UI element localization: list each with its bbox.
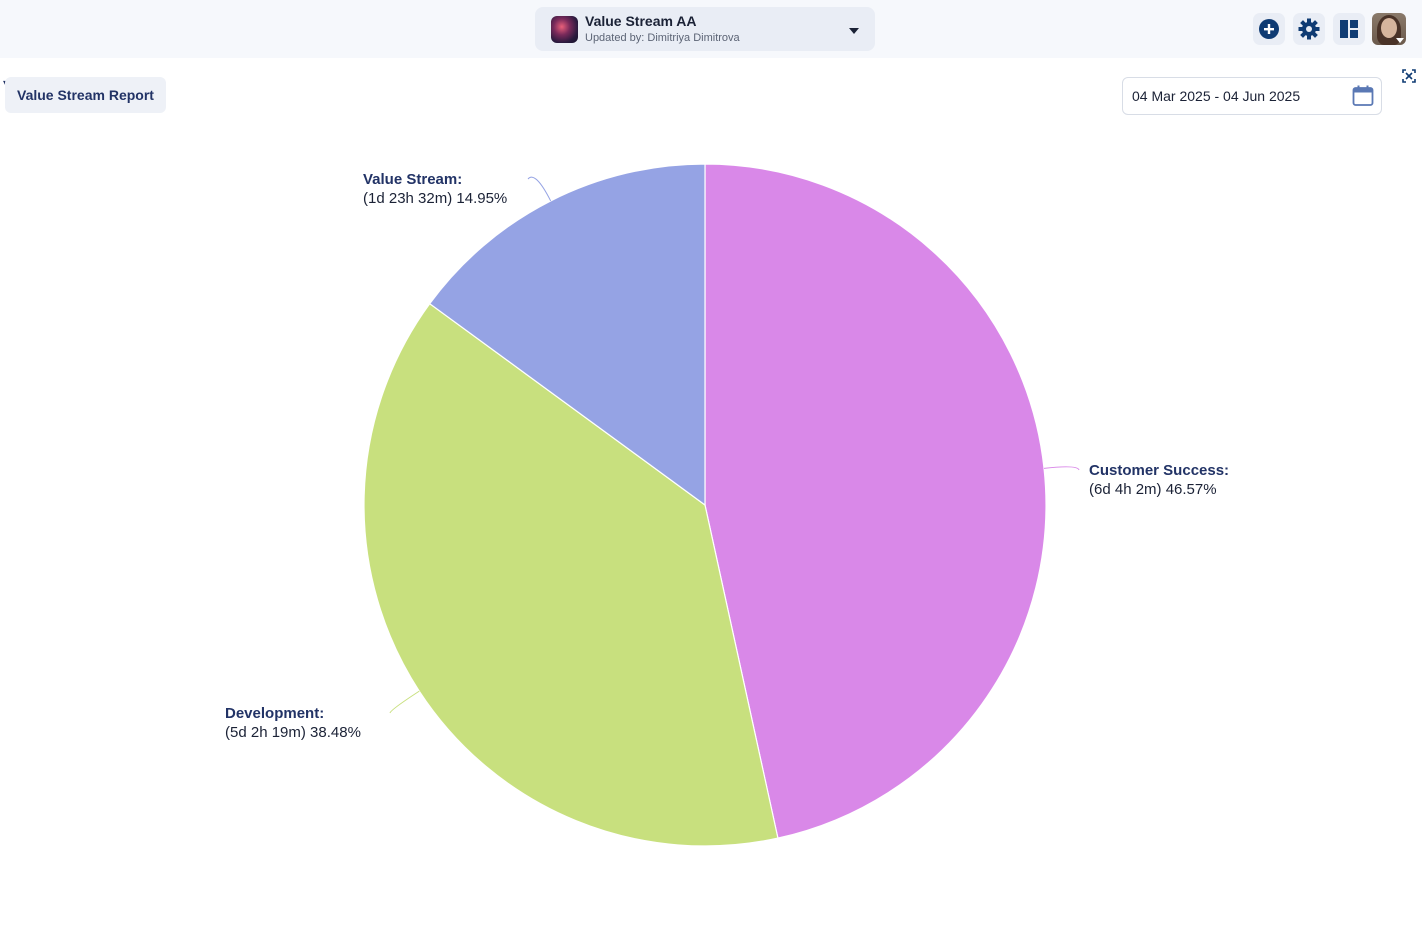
slice-label-value: (6d 4h 2m) 46.57% (1089, 481, 1217, 498)
leader-line (527, 176, 552, 202)
dashboard-button[interactable] (1333, 13, 1365, 45)
slice-label-value: (5d 2h 19m) 38.48% (225, 724, 361, 741)
avatar[interactable] (1372, 13, 1406, 45)
gear-icon (1298, 18, 1320, 40)
leader-line (1043, 466, 1080, 471)
add-button[interactable] (1253, 13, 1285, 45)
chevron-down-icon (1396, 38, 1404, 43)
stream-title: Value Stream AA (585, 13, 697, 29)
stream-logo-icon (551, 16, 578, 43)
settings-button[interactable] (1293, 13, 1325, 45)
slice-label-name: Customer Success: (1089, 462, 1229, 479)
fullscreen-icon[interactable] (1402, 69, 1416, 83)
value-stream-selector[interactable]: Value Stream AA Updated by: Dimitriya Di… (535, 7, 875, 51)
chevron-down-icon[interactable] (849, 28, 859, 34)
pie-slice-value-stream[interactable] (428, 163, 706, 507)
pie-slice-customer-success[interactable] (704, 163, 1047, 839)
updated-by-text: Updated by: Dimitriya Dimitrova (585, 32, 740, 44)
date-range-picker[interactable]: 04 Mar 2025 - 04 Jun 2025 (1122, 77, 1382, 115)
dashboard-icon (1340, 20, 1358, 38)
slice-label-value: (1d 23h 32m) 14.95% (363, 190, 507, 207)
date-range-value: 04 Mar 2025 - 04 Jun 2025 (1132, 88, 1301, 104)
slice-label-name: Value Stream: (363, 171, 462, 188)
tab-value-stream-report[interactable]: Value Stream Report (5, 77, 166, 113)
top-bar: Value Stream AA Updated by: Dimitriya Di… (0, 0, 1422, 58)
pie-chart: Customer Success: (6d 4h 2m) 46.57% Develo… (225, 163, 1229, 847)
calendar-icon[interactable] (1351, 84, 1375, 108)
slice-label-name: Development: (225, 705, 324, 722)
leader-line (389, 690, 420, 714)
plus-circle-icon (1259, 19, 1279, 39)
